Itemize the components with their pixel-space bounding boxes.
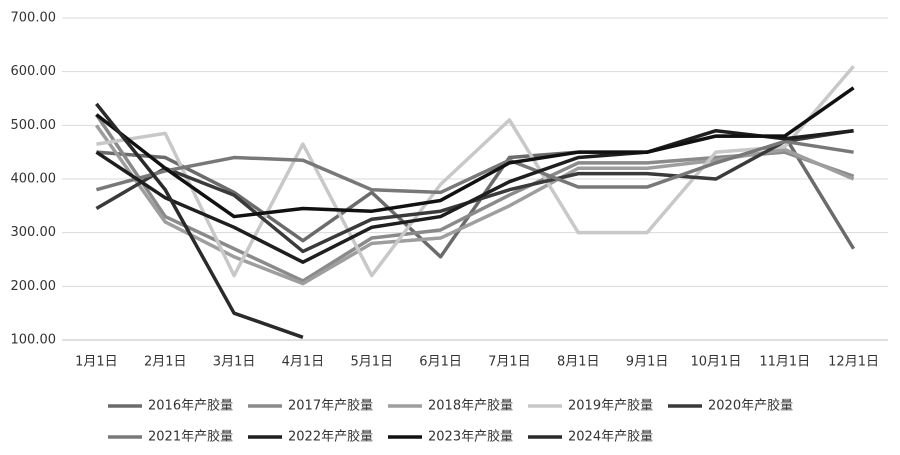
y-tick-label: 600.00 xyxy=(11,64,57,79)
legend-label: 2023年产胶量 xyxy=(428,429,513,445)
x-tick-label: 6月1日 xyxy=(419,355,462,370)
x-tick-label: 4月1日 xyxy=(282,355,325,370)
y-tick-label: 500.00 xyxy=(11,118,57,133)
x-tick-label: 8月1日 xyxy=(557,355,600,370)
x-tick-label: 11月1日 xyxy=(759,355,810,370)
legend-label: 2021年产胶量 xyxy=(148,429,233,445)
series-line xyxy=(95,128,854,264)
series-line xyxy=(96,65,855,278)
legend-label: 2024年产胶量 xyxy=(568,429,653,445)
legend-label: 2018年产胶量 xyxy=(428,398,513,414)
y-tick-label: 200.00 xyxy=(11,279,57,294)
legend-label: 2020年产胶量 xyxy=(708,398,793,414)
x-tick-label: 10月1日 xyxy=(691,355,742,370)
x-tick-label: 9月1日 xyxy=(626,355,669,370)
y-tick-label: 400.00 xyxy=(11,172,57,187)
series-line xyxy=(95,102,304,339)
y-tick-label: 700.00 xyxy=(11,11,57,26)
x-tick-label: 1月1日 xyxy=(75,355,118,370)
legend-label: 2022年产胶量 xyxy=(288,429,373,445)
x-tick-label: 7月1日 xyxy=(488,355,531,370)
x-tick-label: 12月1日 xyxy=(828,355,879,370)
series-line xyxy=(95,139,854,195)
x-tick-label: 2月1日 xyxy=(144,355,187,370)
legend-label: 2019年产胶量 xyxy=(568,398,653,414)
series-line xyxy=(94,113,855,283)
y-tick-label: 100.00 xyxy=(11,333,57,348)
legend-label: 2016年产胶量 xyxy=(148,398,233,414)
y-tick-label: 300.00 xyxy=(11,225,57,240)
x-tick-label: 3月1日 xyxy=(213,355,256,370)
series-line xyxy=(95,86,855,219)
legend-label: 2017年产胶量 xyxy=(288,398,373,414)
x-tick-label: 5月1日 xyxy=(350,355,393,370)
